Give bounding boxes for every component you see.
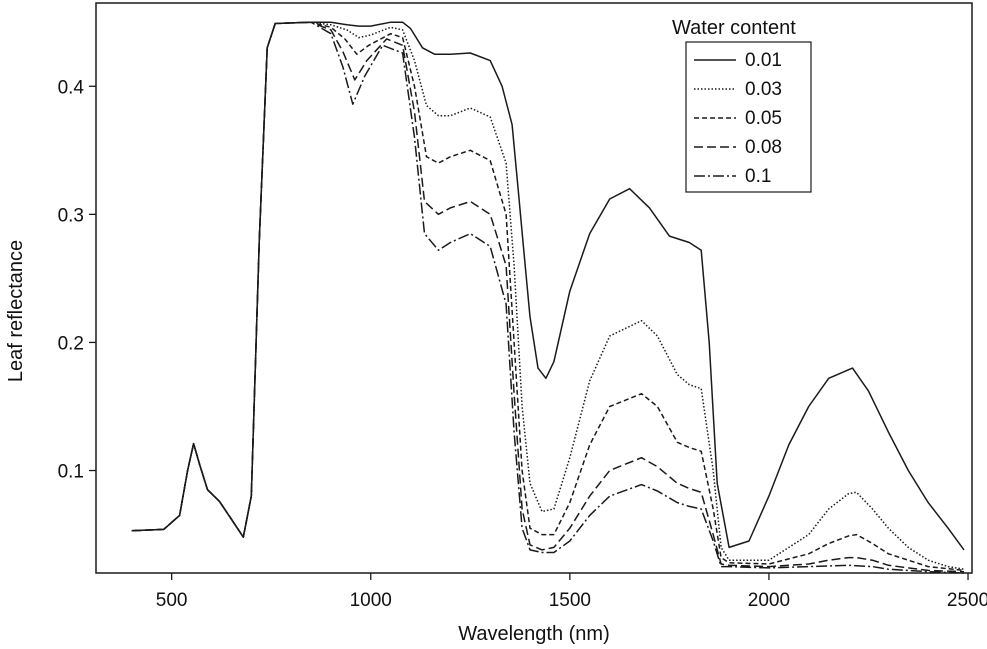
series-line-0.1 bbox=[131, 21, 965, 574]
x-axis-title: Wavelength (nm) bbox=[458, 623, 610, 645]
x-axis-ticks: 500 1000 1500 2000 2500 bbox=[156, 573, 987, 611]
series-line-0.05 bbox=[131, 21, 965, 572]
x-tick-label: 500 bbox=[156, 590, 188, 611]
legend-items: 0.01 0.03 0.05 0.08 0.1 bbox=[694, 50, 782, 187]
y-tick-label: 0.2 bbox=[58, 333, 84, 354]
x-tick-label: 2500 bbox=[947, 590, 987, 611]
y-axis-ticks: 0.1 0.2 0.3 0.4 bbox=[58, 77, 96, 483]
x-tick-label: 1000 bbox=[350, 590, 392, 611]
x-tick-label: 1500 bbox=[549, 590, 591, 611]
series-line-0.08 bbox=[131, 21, 965, 573]
y-tick-label: 0.3 bbox=[58, 205, 84, 226]
legend-label: 0.1 bbox=[745, 166, 771, 187]
legend-label: 0.01 bbox=[745, 50, 782, 71]
legend-title: Water content bbox=[672, 17, 796, 39]
legend-label: 0.08 bbox=[745, 137, 782, 158]
x-tick-label: 2000 bbox=[748, 590, 790, 611]
legend: Water content 0.01 0.03 0.05 0.08 0.1 bbox=[672, 17, 812, 193]
plot-frame bbox=[95, 2, 973, 574]
series-lines bbox=[131, 21, 965, 574]
legend-label: 0.05 bbox=[745, 108, 782, 129]
series-line-0.01 bbox=[131, 21, 965, 551]
legend-box bbox=[685, 41, 812, 193]
legend-label: 0.03 bbox=[745, 79, 782, 100]
y-tick-label: 0.1 bbox=[58, 462, 84, 483]
y-axis-title: Leaf reflectance bbox=[5, 240, 27, 382]
y-tick-label: 0.4 bbox=[58, 77, 85, 98]
series-line-0.03 bbox=[131, 21, 965, 570]
